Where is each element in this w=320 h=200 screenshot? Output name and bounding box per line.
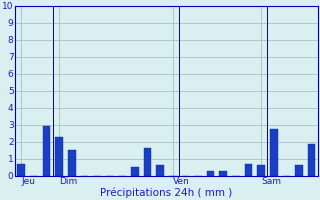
- Bar: [308, 144, 316, 176]
- Bar: [295, 165, 303, 176]
- Bar: [220, 171, 227, 176]
- Bar: [131, 167, 139, 176]
- Bar: [207, 171, 214, 176]
- Bar: [156, 165, 164, 176]
- Bar: [43, 126, 50, 176]
- Bar: [144, 148, 151, 176]
- Bar: [270, 129, 277, 176]
- Bar: [68, 150, 76, 176]
- Bar: [55, 137, 63, 176]
- Bar: [245, 164, 252, 176]
- Bar: [18, 164, 25, 176]
- X-axis label: Précipitations 24h ( mm ): Précipitations 24h ( mm ): [100, 187, 233, 198]
- Bar: [257, 165, 265, 176]
